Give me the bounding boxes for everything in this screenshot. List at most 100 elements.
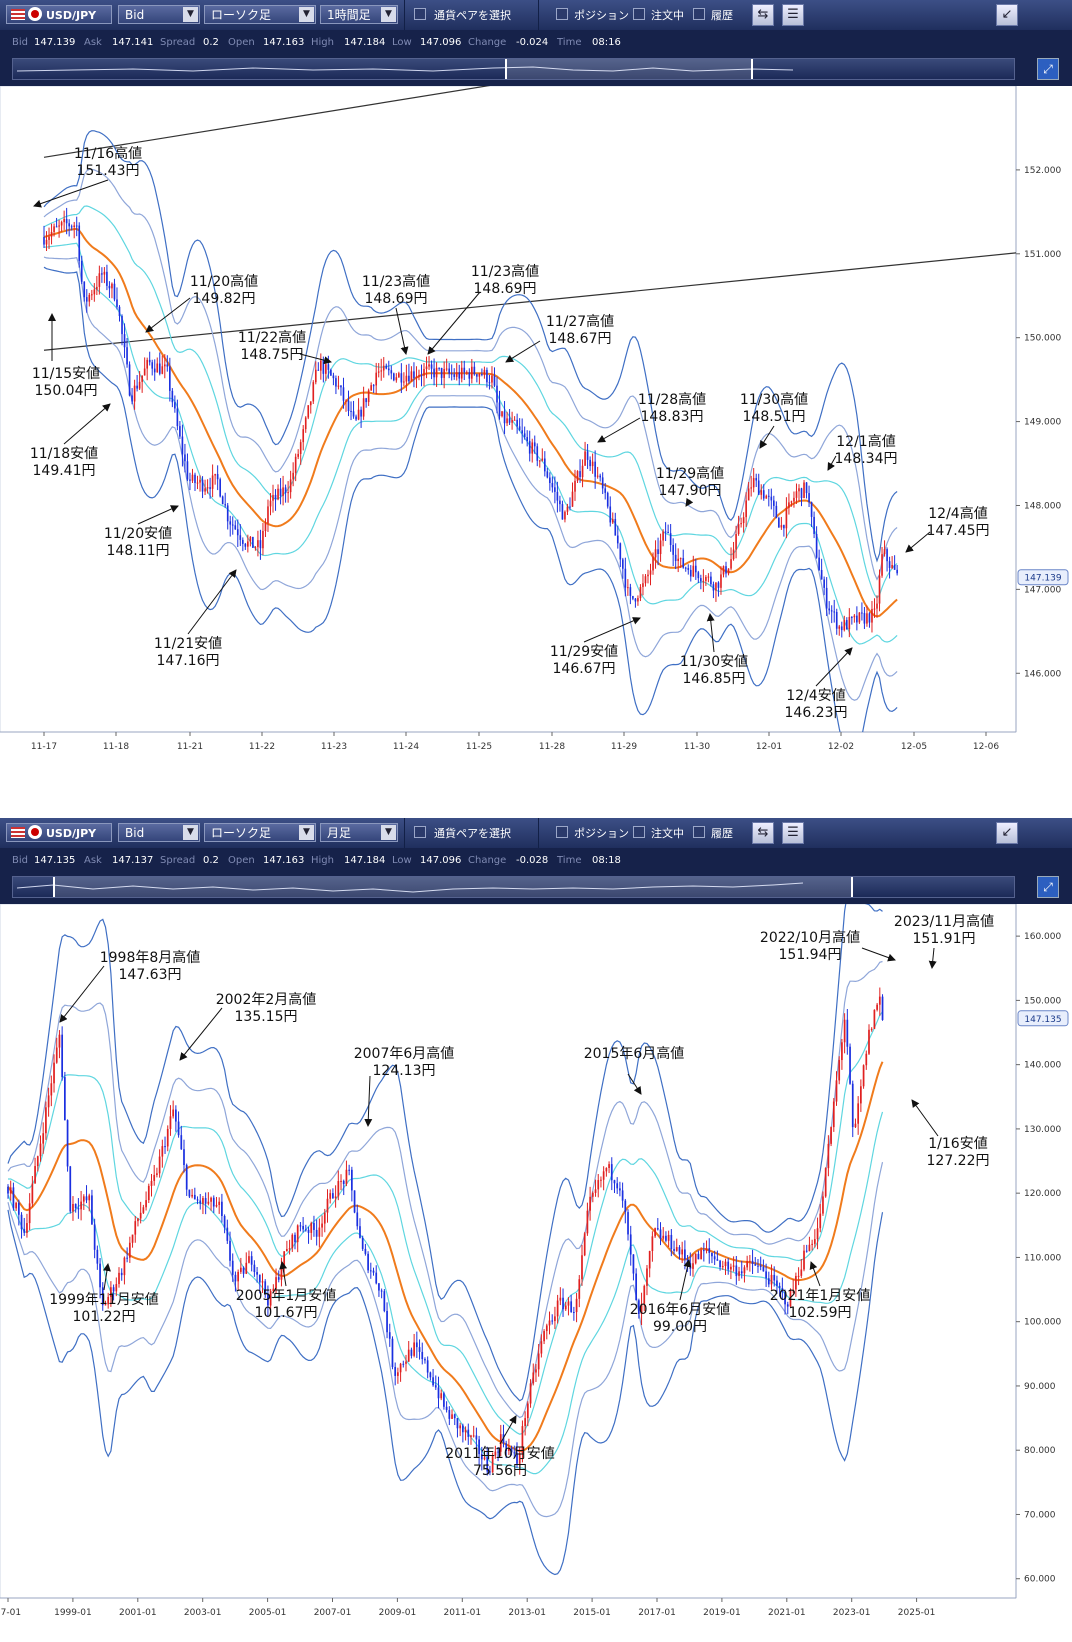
x-tick-label: 2013-01: [508, 1608, 546, 1618]
candle-body: [223, 1215, 226, 1228]
pair-select-checkbox[interactable]: [414, 8, 426, 20]
pair-select-checkbox[interactable]: [414, 826, 426, 838]
candle-body: [793, 497, 795, 502]
candle-body: [302, 429, 305, 443]
candle-body: [397, 1372, 399, 1376]
candle-body: [193, 1194, 196, 1200]
list-icon[interactable]: ☰: [782, 4, 804, 26]
annotation-label: 11/23高値: [362, 273, 430, 290]
chart-type-select[interactable]: ローソク足 ▼: [204, 5, 316, 24]
history-checkbox[interactable]: [693, 8, 705, 20]
orders-checkbox[interactable]: [633, 826, 645, 838]
chart-settings-icon[interactable]: ⇆: [752, 4, 774, 26]
price-type-select[interactable]: Bid ▼: [118, 5, 200, 24]
annotation-value: 151.43円: [77, 163, 140, 179]
candle-body: [277, 488, 279, 500]
timeframe-select[interactable]: 月足 ▼: [320, 823, 398, 842]
candle-body: [651, 1236, 654, 1252]
price-type-select[interactable]: Bid ▼: [118, 823, 200, 842]
candle-body: [795, 1275, 797, 1290]
collapse-icon[interactable]: ↙: [996, 822, 1018, 844]
candle-body: [800, 1269, 803, 1276]
orders-label: 注文中: [651, 9, 684, 22]
candle-body: [256, 1272, 258, 1275]
candle-body: [757, 480, 760, 495]
candle-body: [45, 1107, 47, 1134]
candle-body: [191, 1194, 193, 1197]
candle-body: [868, 1029, 870, 1054]
candle-body: [335, 378, 337, 387]
candle-body: [55, 226, 58, 228]
candle-body: [697, 572, 700, 579]
candle-body: [496, 385, 498, 403]
navigator-window[interactable]: [505, 59, 753, 79]
annotation-label: 11/16高値: [74, 145, 142, 162]
candle-body: [151, 362, 154, 369]
candle-body: [785, 507, 788, 529]
candle-body: [226, 1227, 229, 1241]
expand-icon[interactable]: ⤢: [1037, 876, 1059, 898]
candle-body: [757, 1265, 759, 1267]
candle-body: [318, 1227, 321, 1237]
navigator-track[interactable]: [12, 876, 1015, 898]
symbol-selector[interactable]: USD/JPY: [6, 5, 112, 24]
candle-body: [755, 478, 758, 481]
candle-body: [780, 525, 783, 528]
candle-body: [375, 1272, 378, 1284]
candle-body: [380, 1290, 383, 1292]
navigator-window[interactable]: [53, 877, 853, 897]
candle-body: [156, 363, 159, 373]
chevron-down-icon: ▼: [299, 825, 314, 840]
divider: [538, 0, 539, 30]
annotation-arrow: [809, 1261, 821, 1287]
position-checkbox[interactable]: [556, 8, 568, 20]
history-checkbox[interactable]: [693, 826, 705, 838]
candle-body: [681, 1249, 684, 1255]
candle-body: [204, 488, 206, 492]
timeframe-select[interactable]: 1時間足 ▼: [320, 5, 398, 24]
candle-body: [678, 1247, 681, 1255]
position-checkbox[interactable]: [556, 826, 568, 838]
candle-body: [627, 587, 629, 589]
candle-body: [538, 460, 541, 462]
candle-body: [730, 559, 732, 569]
candle-body: [181, 436, 184, 455]
candle-body: [629, 587, 632, 596]
chart-type-select[interactable]: ローソク足 ▼: [204, 823, 316, 842]
annotation-arrow: [427, 291, 481, 355]
candle-body: [724, 1261, 727, 1267]
open-value: 147.163: [263, 37, 305, 48]
annotation-label: 11/30安値: [680, 654, 748, 670]
candle-body: [176, 408, 179, 427]
candle-body: [410, 371, 413, 382]
chart-settings-icon[interactable]: ⇆: [752, 822, 774, 844]
navigator-track[interactable]: [12, 58, 1015, 80]
candle-body: [665, 1235, 667, 1241]
orders-checkbox[interactable]: [633, 8, 645, 20]
list-icon[interactable]: ☰: [782, 822, 804, 844]
annotation-label: 11/20高値: [190, 273, 258, 290]
candle-body: [805, 482, 808, 494]
x-tick-label: 11-21: [177, 742, 203, 752]
candle-body: [545, 1325, 548, 1332]
symbol-selector[interactable]: USD/JPY: [6, 823, 112, 842]
annotation-value: 146.23円: [785, 705, 848, 721]
annotation-label: 11/18安値: [30, 446, 98, 462]
collapse-icon[interactable]: ↙: [996, 4, 1018, 26]
y-tick-label: 60.000: [1024, 1575, 1056, 1585]
candle-body: [491, 375, 493, 383]
candle-body: [483, 369, 486, 376]
annotation-value: 148.34円: [835, 451, 898, 467]
navigator: ⤢: [0, 872, 1072, 904]
candle-body: [647, 574, 649, 577]
candle-body: [597, 1180, 600, 1190]
expand-icon[interactable]: ⤢: [1037, 58, 1059, 80]
candle-body: [356, 1212, 359, 1227]
candle-body: [745, 500, 747, 518]
candle-body: [85, 297, 88, 302]
candle-body: [169, 366, 171, 391]
candle-body: [743, 1267, 746, 1274]
candle-body: [252, 536, 254, 548]
time-label: Time: [557, 855, 582, 866]
candle-body: [337, 1181, 340, 1197]
